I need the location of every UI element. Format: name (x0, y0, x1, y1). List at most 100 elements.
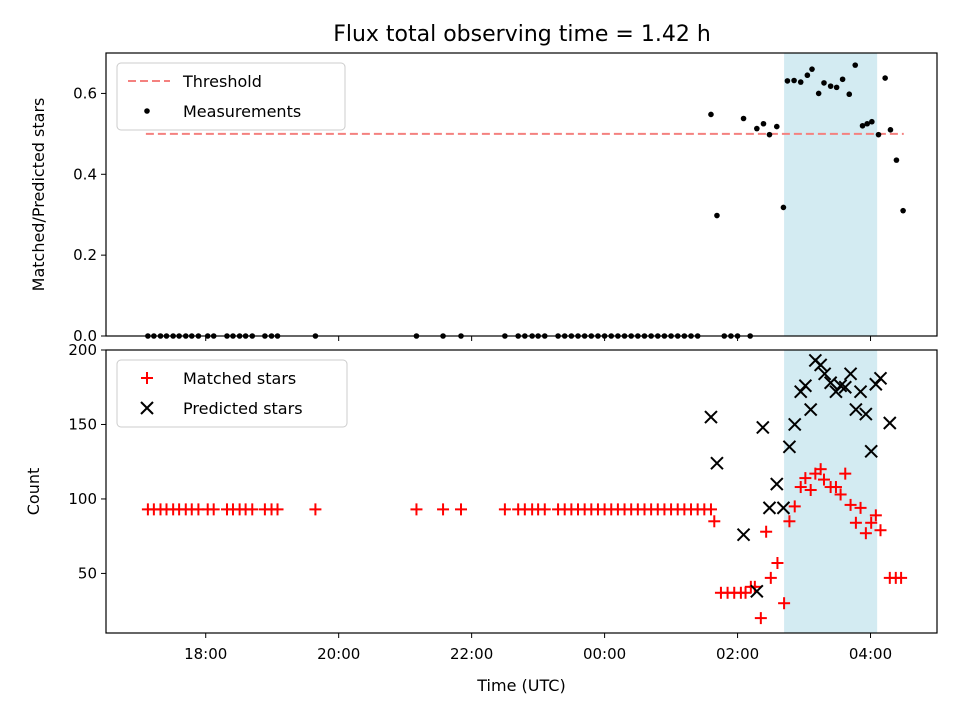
matched-star-point (778, 597, 791, 610)
legend-threshold-label: Threshold (182, 72, 262, 91)
legend-predicted-swatch (140, 401, 154, 415)
measurement-point (900, 207, 906, 214)
top-axes-frame (105, 52, 938, 337)
matched-star-point (739, 586, 752, 599)
matched-star-point (788, 500, 801, 513)
measurement-point (859, 122, 866, 129)
measurement-point (791, 77, 797, 84)
measurement-point (882, 75, 888, 81)
measurement-point (815, 90, 822, 97)
top-y-tick-label: 0.4 (73, 165, 97, 183)
matched-star-point (829, 481, 842, 494)
predicted-star-point (710, 456, 724, 470)
predicted-star-point (838, 380, 852, 394)
matched-star-point (309, 503, 322, 516)
measurement-point (780, 204, 787, 211)
matched-star-point (895, 571, 908, 584)
measurement-point (864, 120, 870, 127)
measurement-point (754, 125, 760, 132)
measurement-point (833, 84, 840, 91)
matched-star-point (783, 515, 796, 528)
top-panel: 0.0 0.2 0.4 0.6 Matched/Predicted stars Thr… (29, 52, 938, 345)
top-y-tick-label: 0.2 (73, 246, 97, 264)
predicted-star-point (782, 440, 797, 454)
predicted-star-point (817, 367, 832, 381)
top-legend-box (116, 62, 346, 131)
legend-predicted-label: Predicted stars (183, 399, 303, 418)
measurement-point (714, 212, 720, 219)
matched-star-point (814, 463, 827, 476)
bottom-x-tick-label: 04:00 (849, 645, 892, 663)
top-x-ticks (205, 336, 872, 341)
top-y-ticks: 0.0 0.2 0.4 0.6 (73, 84, 106, 345)
matched-star-point (708, 515, 721, 528)
matched-star-point (859, 527, 872, 540)
predicted-star-point (859, 407, 873, 421)
matched-star-point (834, 488, 847, 501)
measurement-point (875, 131, 882, 138)
bottom-legend: Matched stars Predicted stars (116, 359, 348, 428)
bottom-y-tick-label: 50 (78, 564, 97, 582)
bottom-y-tick-label: 200 (68, 341, 97, 359)
matched-star-point (854, 501, 867, 514)
matched-star-point (246, 503, 259, 516)
measurement-point (852, 62, 859, 68)
bottom-y-tick-label: 100 (68, 490, 97, 508)
predicted-star-point (756, 420, 770, 435)
predicted-star-point (843, 367, 858, 381)
predicted-star-point (776, 501, 791, 515)
predicted-star-point (704, 410, 718, 424)
matched-star-point (437, 503, 450, 516)
predicted-star-point (788, 417, 802, 432)
matched-star-point (771, 556, 784, 569)
matched-star-point (849, 516, 862, 529)
measurement-point (887, 127, 894, 133)
matched-star-point (804, 484, 817, 497)
matched-star-point (869, 509, 882, 522)
legend-measurements-swatch (144, 108, 150, 114)
matched-star-point (865, 516, 878, 529)
matched-star-point (799, 472, 812, 485)
measurement-point (869, 118, 875, 125)
matched-star-point (748, 580, 761, 593)
matched-stars-points (141, 463, 908, 625)
matched-star-point (538, 503, 551, 516)
bottom-x-tick-label: 20:00 (317, 645, 360, 663)
bottom-y-axis-label: Count (24, 468, 43, 516)
bottom-legend-box (116, 359, 348, 428)
measurement-point (804, 72, 811, 79)
matched-star-point (817, 473, 830, 486)
measurement-point (809, 66, 815, 72)
predicted-star-point (873, 371, 888, 386)
measurement-point (821, 80, 827, 86)
matched-star-point (760, 525, 773, 538)
predicted-stars-points (704, 353, 897, 599)
matched-star-point (794, 481, 807, 494)
predicted-star-point (833, 379, 848, 393)
bottom-x-tick-label: 18:00 (184, 645, 227, 663)
measurement-point (740, 115, 747, 122)
bottom-x-tick-label: 00:00 (583, 645, 626, 663)
predicted-star-point (750, 584, 764, 599)
predicted-star-point (770, 477, 784, 491)
measurement-point (839, 76, 846, 83)
matched-star-point (704, 503, 717, 516)
predicted-star-point (883, 416, 897, 430)
top-shaded-interval (784, 53, 878, 336)
legend-measurements-label: Measurements (183, 102, 301, 121)
measurement-point (760, 120, 767, 127)
top-y-tick-label: 0.6 (73, 84, 97, 102)
measurement-point (797, 79, 804, 85)
top-y-axis-label: Matched/Predicted stars (29, 98, 48, 292)
bottom-y-tick-label: 150 (68, 415, 97, 433)
x-axis-label: Time (UTC) (476, 676, 565, 695)
predicted-star-point (803, 402, 818, 417)
bottom-axes-frame (105, 349, 938, 634)
matched-star-point (874, 524, 887, 537)
top-legend: Threshold Measurements (116, 62, 346, 131)
top-y-tick-label: 0.0 (73, 327, 97, 345)
predicted-star-point (853, 384, 868, 399)
matched-star-point (271, 503, 284, 516)
matched-star-point (844, 498, 857, 511)
